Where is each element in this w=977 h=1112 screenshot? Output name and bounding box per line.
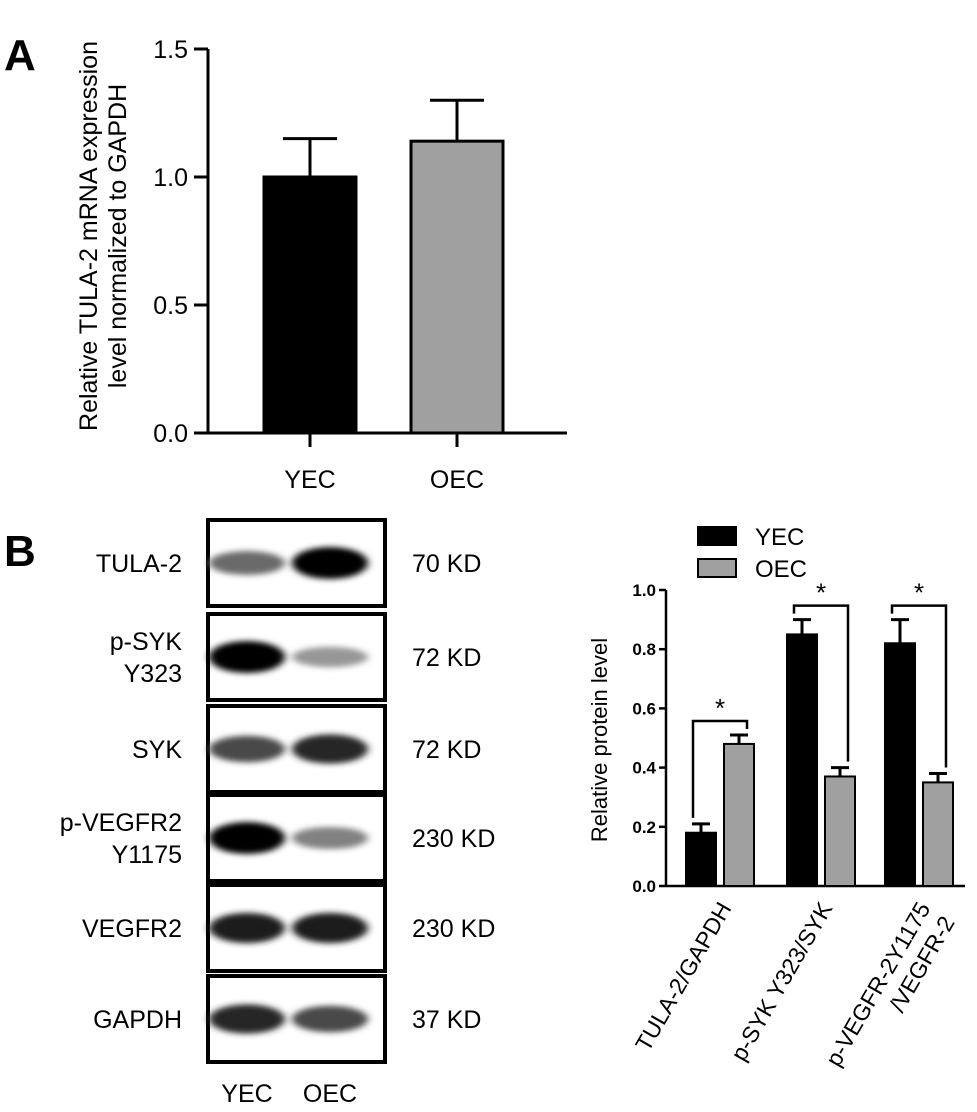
blot-kd-label: 37 KD bbox=[412, 1006, 481, 1034]
significance-marker: * bbox=[715, 693, 725, 723]
blot-row-label: VEGFR2 bbox=[82, 915, 182, 943]
y-tick-label: 1.0 bbox=[632, 581, 656, 600]
legend-swatch bbox=[697, 558, 737, 578]
bar bbox=[884, 642, 916, 888]
blot-band bbox=[209, 912, 285, 944]
panel-label-b: B bbox=[4, 527, 36, 576]
blot-kd-label: 72 KD bbox=[412, 644, 481, 672]
blot-band bbox=[209, 735, 285, 763]
legend-swatch bbox=[697, 526, 737, 546]
x-tick-label-line: p-SYK Y323/SYK bbox=[726, 897, 838, 1065]
bar bbox=[824, 775, 856, 887]
significance-bracket bbox=[691, 719, 749, 818]
bar bbox=[786, 633, 818, 888]
y-tick-label: 0.6 bbox=[632, 699, 656, 718]
bar bbox=[685, 831, 717, 887]
blot-row-label: SYK bbox=[132, 736, 182, 764]
blot-band bbox=[292, 547, 368, 579]
y-tick-label: 0.0 bbox=[632, 877, 656, 896]
significance-bracket bbox=[792, 604, 850, 762]
bar bbox=[262, 175, 358, 435]
blot-kd-label: 70 KD bbox=[412, 550, 481, 578]
significance-marker: * bbox=[914, 578, 924, 608]
x-tick-label: p-VEGFR-2Y1175/VEGFR-2 bbox=[820, 898, 959, 1085]
significance-bracket bbox=[890, 604, 948, 768]
y-tick-label: 0.2 bbox=[632, 818, 656, 837]
legend-label: YEC bbox=[755, 524, 804, 551]
y-tick-label: 0.8 bbox=[632, 640, 656, 659]
y-axis-label: Relative TULA-2 mRNA expressionlevel nor… bbox=[75, 41, 132, 431]
blot-band bbox=[292, 646, 368, 668]
blot-row-label: GAPDH bbox=[93, 1006, 182, 1034]
blot-lane-label: YEC bbox=[221, 1080, 272, 1108]
x-tick-label: OEC bbox=[430, 466, 484, 494]
significance-marker: * bbox=[816, 578, 826, 608]
blot-row-label: TULA-2 bbox=[96, 550, 182, 578]
blot-row-label: p-VEGFR2 bbox=[60, 809, 182, 837]
x-tick-label: YEC bbox=[284, 466, 335, 494]
blot-band bbox=[209, 1004, 285, 1034]
y-tick-label: 1.0 bbox=[153, 164, 188, 192]
y-tick-label: 1.5 bbox=[153, 36, 188, 64]
blot-row-label: Y1175 bbox=[112, 841, 182, 869]
y-tick-label: 0.5 bbox=[153, 292, 188, 320]
blot-band bbox=[292, 826, 368, 850]
y-tick-label: 0.0 bbox=[153, 420, 188, 448]
blot-row-label: p-SYK bbox=[110, 628, 183, 656]
y-axis-label-line: level normalized to GAPDH bbox=[104, 84, 132, 388]
y-axis-label-line: Relative TULA-2 mRNA expression bbox=[75, 41, 103, 431]
blot-lane-label: OEC bbox=[303, 1080, 357, 1108]
blot-band bbox=[292, 912, 368, 944]
blot-row-label: Y323 bbox=[124, 660, 182, 688]
x-tick-label-line: TULA-2/GAPDH bbox=[630, 898, 736, 1056]
y-axis-label: Relative protein level bbox=[587, 638, 612, 842]
chart-a: 0.0 0.5 1.0 1.5 YEC OEC Relative TULA-2 mRNA e… bbox=[75, 36, 567, 494]
bar bbox=[723, 742, 755, 887]
legend-label: OEC bbox=[755, 556, 807, 583]
chart-b: 0.0 0.2 0.4 0.6 0.8 1.0 Relative protein level… bbox=[587, 524, 965, 1085]
blot-band bbox=[209, 822, 285, 854]
western-blot: TULA-2 70 KD p-SYK Y323 72 KD SYK 72 KD p-VEGFR… bbox=[60, 518, 495, 1108]
x-tick-label: p-SYK Y323/SYK bbox=[726, 897, 838, 1065]
bar bbox=[922, 781, 954, 888]
blot-band bbox=[209, 641, 285, 673]
bar bbox=[409, 139, 505, 435]
y-tick-label: 0.4 bbox=[632, 759, 656, 778]
blot-band bbox=[292, 734, 368, 764]
blot-band bbox=[292, 1005, 368, 1033]
blot-kd-label: 72 KD bbox=[412, 736, 481, 764]
blot-kd-label: 230 KD bbox=[412, 915, 495, 943]
panel-label-a: A bbox=[4, 31, 36, 80]
x-tick-label: TULA-2/GAPDH bbox=[630, 898, 736, 1056]
blot-kd-label: 230 KD bbox=[412, 825, 495, 853]
blot-band bbox=[209, 551, 285, 575]
